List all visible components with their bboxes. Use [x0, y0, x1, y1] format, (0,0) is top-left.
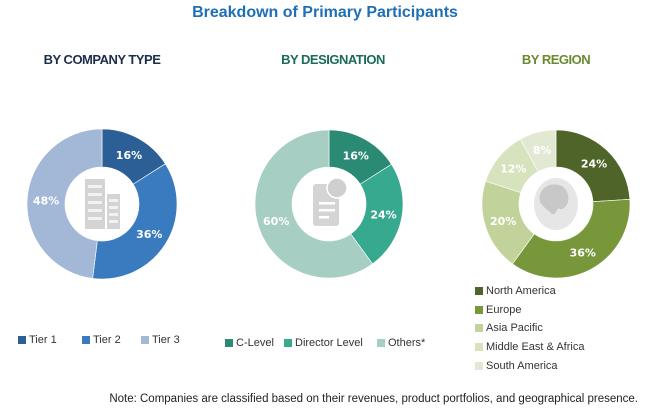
donut-slice: [254, 129, 373, 279]
legend-swatch: [284, 339, 292, 347]
legend-swatch: [18, 336, 26, 344]
legend-label: Middle East & Africa: [486, 341, 585, 353]
data-label: 36%: [136, 228, 162, 241]
legend-swatch: [141, 336, 149, 344]
legend-item: Asia Pacific: [475, 322, 543, 334]
legend-label: Director Level: [295, 337, 363, 349]
legend-item: Europe: [475, 304, 521, 316]
chart-title: Breakdown of Primary Participants: [192, 4, 458, 21]
data-label: 8%: [533, 144, 552, 157]
data-label: 12%: [500, 163, 526, 176]
footnote: Note: Companies are classified based on …: [109, 393, 638, 405]
legend-swatch: [475, 306, 483, 314]
legend-item: Tier 1: [18, 334, 57, 346]
legend-label: South America: [486, 360, 558, 372]
legend-label: Tier 1: [29, 334, 57, 346]
legend-swatch: [475, 343, 483, 351]
subtitle-designation: BY DESIGNATION: [281, 52, 385, 67]
legend-item: Tier 3: [141, 334, 180, 346]
data-label: 24%: [581, 158, 607, 171]
building-icon: [85, 179, 120, 229]
data-label: 16%: [116, 149, 142, 162]
legend-label: Tier 3: [152, 334, 180, 346]
legend-label: Others*: [388, 337, 426, 349]
donut-slice: [26, 128, 103, 279]
legend-swatch: [377, 339, 385, 347]
donut-slice: [512, 199, 631, 279]
data-label: 36%: [570, 247, 596, 260]
legend-swatch: [475, 362, 483, 370]
legend-swatch: [475, 324, 483, 332]
legend-label: C-Level: [236, 337, 274, 349]
legend-item: North America: [475, 285, 556, 297]
certificate-document-icon: [313, 177, 348, 226]
data-label: 24%: [370, 208, 396, 221]
legend-swatch: [225, 339, 233, 347]
legend-item: Director Level: [284, 337, 363, 349]
legend-label: Europe: [486, 304, 522, 316]
legend-item: Middle East & Africa: [475, 341, 584, 353]
subtitle-region: BY REGION: [521, 52, 591, 67]
legend-label: Asia Pacific: [486, 322, 543, 334]
legend-item: South America: [475, 360, 558, 372]
donut-slice: [92, 163, 178, 280]
data-label: 60%: [263, 215, 289, 228]
legend-label: Tier 2: [93, 334, 121, 346]
donut-slice: [519, 129, 557, 172]
legend-swatch: [475, 287, 483, 295]
data-label: 48%: [33, 194, 59, 207]
data-label: 20%: [490, 215, 516, 228]
subtitle-company-type: BY COMPANY TYPE: [43, 52, 161, 67]
legend-swatch: [82, 336, 90, 344]
globe-icon: [534, 178, 578, 230]
data-label: 16%: [343, 149, 369, 162]
legend-label: North America: [486, 285, 556, 297]
legend-item: Others*: [377, 337, 425, 349]
legend-item: Tier 2: [82, 334, 121, 346]
legend-item: C-Level: [225, 337, 274, 349]
